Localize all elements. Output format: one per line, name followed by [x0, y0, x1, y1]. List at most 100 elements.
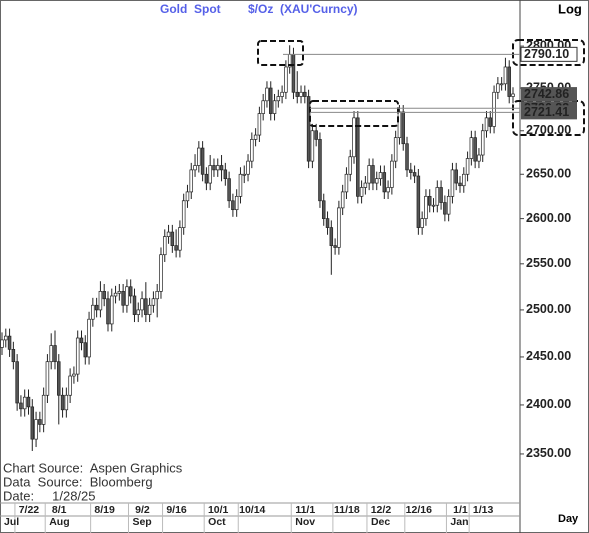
candle-body [291, 54, 296, 93]
price-label: 2742.86 [524, 87, 569, 101]
candle-body [390, 160, 394, 188]
candle-body [318, 139, 322, 202]
y-tick-label: 2350.00 [526, 446, 571, 460]
month-label: Sep [132, 516, 151, 528]
candle-body [435, 187, 440, 206]
candle-body [238, 173, 243, 197]
y-tick-label: 2650.00 [526, 167, 571, 181]
candle-body [265, 87, 269, 102]
x-tick-label: 12/16 [406, 504, 432, 516]
candle-body [280, 91, 284, 97]
month-label: Aug [49, 516, 69, 528]
month-label: Jan [450, 516, 468, 528]
candle-body [424, 195, 428, 219]
candle-body [151, 298, 156, 306]
candle-body [321, 200, 326, 219]
candle-body [170, 231, 175, 246]
candle-body [102, 291, 106, 300]
candle-body [443, 202, 447, 215]
candle-body [397, 111, 402, 139]
x-tick-label: 12/2 [371, 504, 392, 516]
candle-body [216, 165, 220, 171]
candle-body [314, 130, 318, 140]
candle-body [22, 396, 27, 410]
candle-body [333, 245, 337, 248]
candle-body [181, 200, 186, 228]
x-tick-label: 9/2 [135, 504, 150, 516]
candle-body [83, 342, 88, 358]
month-label: Dec [371, 516, 390, 528]
candle-body [427, 195, 432, 206]
candle-body [53, 345, 57, 363]
candle-body [223, 169, 228, 180]
highlight-box [512, 39, 585, 66]
candle-body [454, 169, 458, 184]
candle-body [219, 165, 224, 171]
candle-body [382, 172, 387, 193]
candle-body [79, 337, 84, 344]
month-label: Oct [208, 516, 226, 528]
candle-body [295, 91, 299, 97]
plot-area [0, 45, 515, 451]
y-tick-label: 2550.00 [526, 256, 571, 270]
candle-body [113, 292, 118, 297]
candle-body [147, 304, 152, 315]
month-label: Jul [4, 516, 19, 528]
candle-body [94, 304, 99, 311]
candle-body [34, 419, 38, 440]
y-tick-label: 2450.00 [526, 349, 571, 363]
candle-body [416, 175, 421, 228]
price-label: 2790.10 [524, 47, 569, 61]
chart-subtitle: $/Oz (XAU'Curncy) [248, 2, 358, 16]
candle-body [64, 394, 69, 411]
candle-body [174, 245, 178, 251]
candle-body [234, 195, 239, 211]
candle-body [310, 130, 315, 162]
price-label-bg [520, 46, 578, 62]
candle-body [356, 117, 360, 197]
candle-body [87, 318, 91, 358]
candle-body [140, 298, 144, 311]
candle-body [189, 169, 194, 193]
candle-body [450, 169, 455, 197]
candle-body [344, 173, 349, 193]
candle-body [329, 227, 334, 246]
price-label: 2721.41 [524, 105, 569, 119]
price-label-bg [521, 87, 577, 102]
candle-body [132, 295, 137, 315]
candle-body [4, 335, 8, 341]
candle-body [492, 91, 496, 127]
x-tick-label: 8/19 [94, 504, 115, 516]
candle-body [393, 137, 398, 162]
candle-body [72, 373, 76, 377]
candle-body [204, 173, 209, 184]
scale-label: Log [558, 1, 582, 16]
candle-body [246, 160, 250, 175]
candle-body [458, 182, 462, 187]
candle-body [409, 169, 413, 173]
candle-body [412, 172, 417, 177]
y-tick-label: 2600.00 [526, 211, 571, 225]
candle-body [299, 91, 303, 97]
candle-body [473, 137, 477, 162]
candle-body [261, 100, 265, 114]
candle-body [367, 165, 371, 184]
candle-body [503, 66, 508, 85]
candle-body [136, 309, 141, 315]
candle-body [178, 227, 182, 251]
candle-body [30, 406, 35, 440]
candle-body [242, 173, 247, 176]
y-tick-label: 2500.00 [526, 302, 571, 316]
candle-body [431, 204, 436, 207]
candle-body [7, 335, 12, 350]
period-label: Day [558, 513, 579, 525]
candle-body [340, 191, 345, 209]
y-tick-label: 2700.00 [526, 123, 571, 137]
candle-body [60, 394, 65, 411]
candle-body [378, 172, 383, 180]
highlight-box [257, 40, 304, 66]
candle-body [227, 178, 231, 202]
candle-body [166, 231, 171, 237]
candle-body [363, 182, 368, 188]
candle-body [306, 96, 311, 162]
